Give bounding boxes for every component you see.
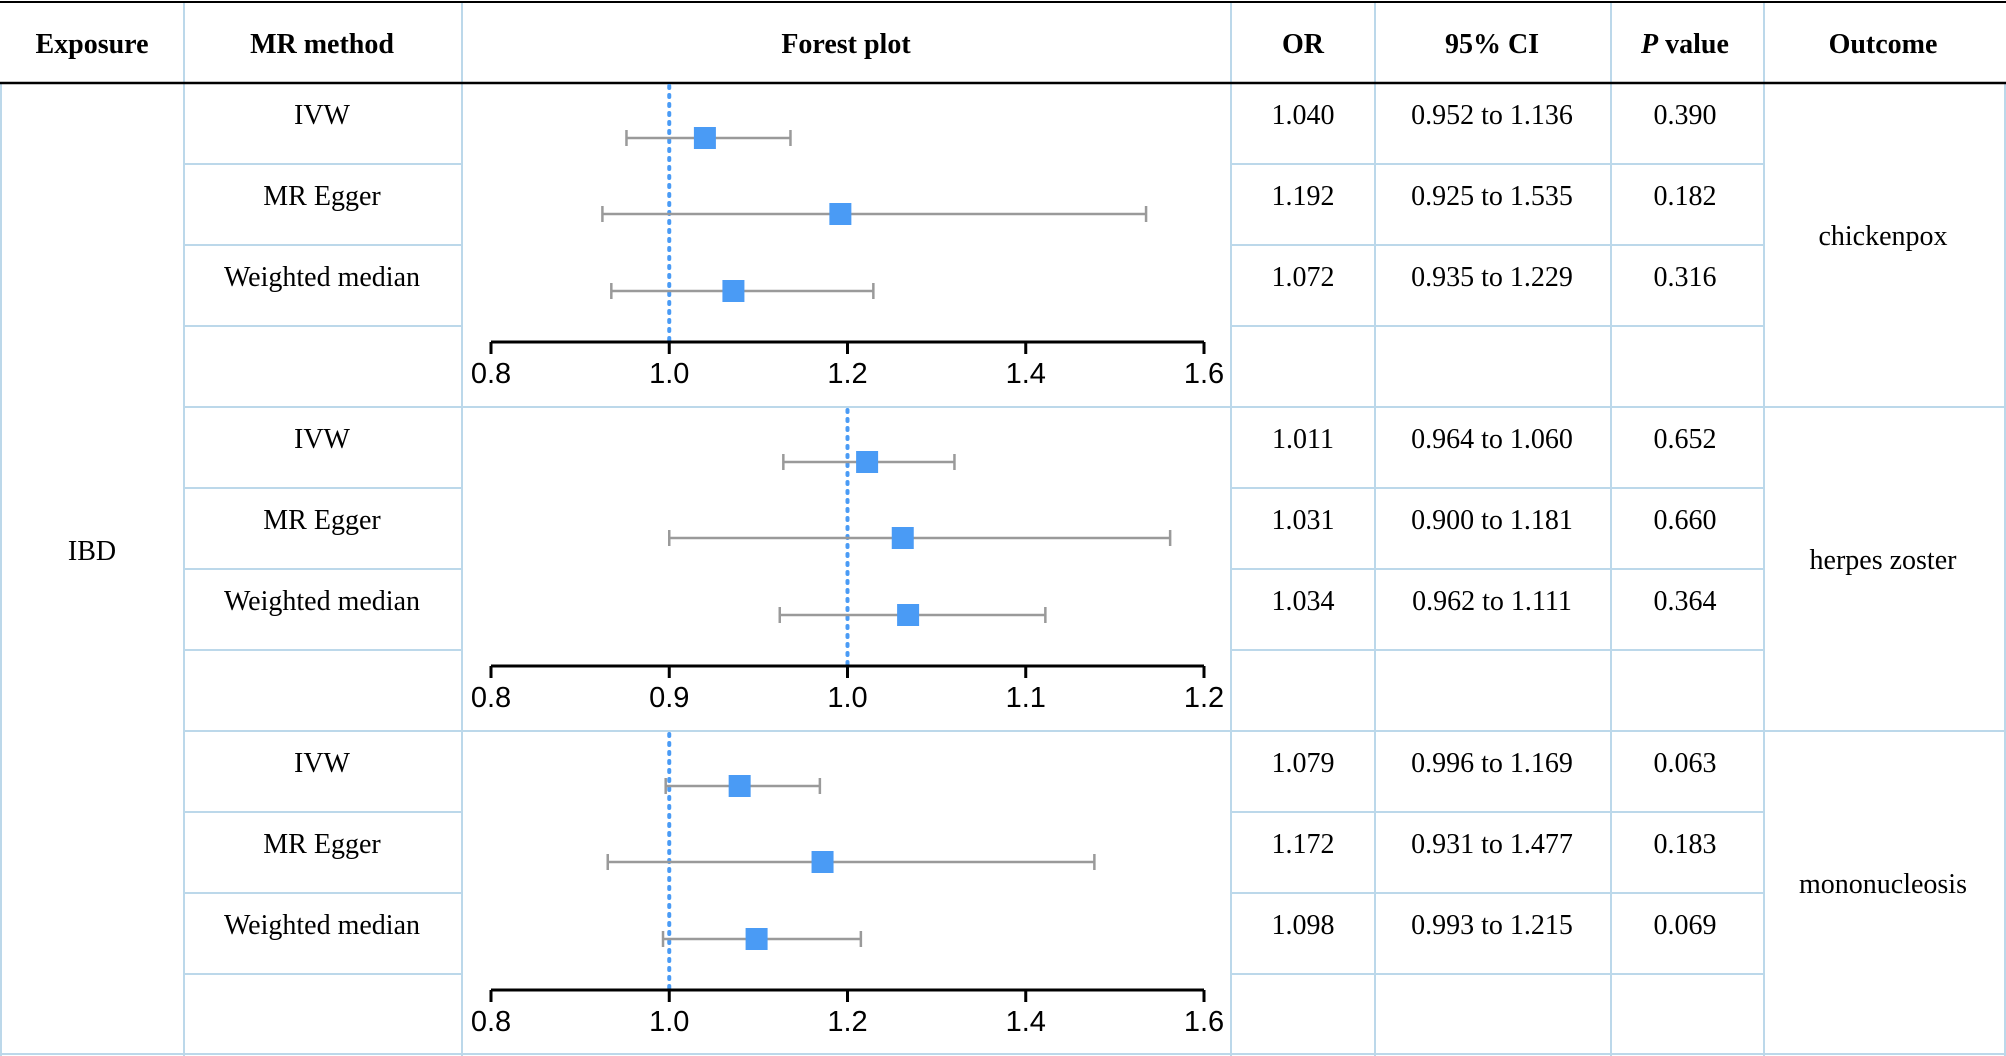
header-ci: 95% CI: [1445, 29, 1539, 60]
forest-panel: 0.8 1.0 1.2 1.4 1.6: [471, 84, 1224, 390]
forest-plots: 0.8 1.0 1.2 1.4 1.6 0.8 0.9 1.0 1.1 1.2 0.8 1.0 1.2 1…: [471, 84, 1224, 1038]
ci-cell: 0.962 to 1.111: [1412, 586, 1572, 617]
header-p-letter: P: [1640, 29, 1659, 60]
p-value-cell: 0.390: [1654, 100, 1717, 131]
or-cell: 1.172: [1272, 829, 1335, 860]
or-cell: 1.098: [1272, 910, 1335, 941]
forest-panel: 0.8 1.0 1.2 1.4 1.6: [471, 732, 1224, 1038]
header-or: OR: [1282, 29, 1325, 60]
method-cell: IVW: [294, 100, 351, 131]
method-cell: IVW: [294, 748, 351, 779]
header-exposure: Exposure: [35, 29, 148, 60]
x-tick-label: 0.8: [471, 682, 511, 714]
x-tick-label: 1.2: [827, 1006, 867, 1038]
method-cell: MR Egger: [263, 181, 381, 212]
or-cell: 1.031: [1272, 505, 1335, 536]
x-tick-label: 1.4: [1006, 358, 1046, 390]
outcome-cell: herpes zoster: [1810, 545, 1958, 576]
x-tick-label: 1.6: [1184, 358, 1224, 390]
or-marker: [728, 775, 751, 797]
x-tick-label: 1.0: [649, 358, 689, 390]
or-cell: 1.192: [1272, 181, 1335, 212]
p-value-cell: 0.069: [1654, 910, 1717, 941]
ci-cell: 0.925 to 1.535: [1411, 181, 1573, 212]
p-value-cell: 0.063: [1654, 748, 1717, 779]
exposure-label: IBD: [68, 536, 116, 567]
ci-cell: 0.952 to 1.136: [1411, 100, 1573, 131]
ci-cell: 0.935 to 1.229: [1411, 262, 1573, 293]
p-value-cell: 0.182: [1654, 181, 1717, 212]
method-cell: IVW: [294, 424, 351, 455]
or-cell: 1.079: [1272, 748, 1335, 779]
ci-cell: 0.964 to 1.060: [1411, 424, 1573, 455]
ci-cell: 0.993 to 1.215: [1411, 910, 1573, 941]
p-value-cell: 0.364: [1654, 586, 1717, 617]
method-cell: MR Egger: [263, 829, 381, 860]
or-marker: [856, 451, 879, 473]
p-value-cell: 0.652: [1654, 424, 1717, 455]
or-cell: 1.072: [1272, 262, 1335, 293]
x-tick-label: 1.2: [1184, 682, 1224, 714]
x-tick-label: 0.9: [649, 682, 689, 714]
method-cell: Weighted median: [224, 586, 420, 617]
header-forest-plot: Forest plot: [781, 29, 911, 60]
or-marker: [897, 604, 920, 626]
outcome-cell: mononucleosis: [1799, 869, 1967, 900]
or-marker: [829, 203, 852, 225]
ci-cell: 0.996 to 1.169: [1411, 748, 1573, 779]
method-cell: MR Egger: [263, 505, 381, 536]
method-cell: Weighted median: [224, 262, 420, 293]
x-tick-label: 0.8: [471, 358, 511, 390]
p-value-cell: 0.660: [1654, 505, 1717, 536]
header-outcome: Outcome: [1829, 29, 1938, 60]
or-cell: 1.040: [1272, 100, 1335, 131]
p-value-cell: 0.316: [1654, 262, 1717, 293]
ci-cell: 0.900 to 1.181: [1411, 505, 1573, 536]
header-mr-method: MR method: [250, 29, 394, 60]
or-cell: 1.011: [1272, 424, 1334, 455]
x-tick-label: 1.1: [1006, 682, 1046, 714]
or-marker: [722, 280, 745, 302]
table-body: IVW 1.040 0.952 to 1.136 0.390 MR Egger 1.192…: [224, 100, 1967, 941]
or-marker: [693, 127, 716, 149]
header-row: Exposure MR method Forest plot OR 95% CI…: [35, 29, 1937, 60]
forest-panel: 0.8 0.9 1.0 1.1 1.2: [471, 408, 1224, 714]
x-tick-label: 1.0: [649, 1006, 689, 1038]
p-value-cell: 0.183: [1654, 829, 1717, 860]
header-p-value: P value: [1640, 29, 1729, 60]
outcome-cell: chickenpox: [1818, 221, 1947, 252]
or-cell: 1.034: [1272, 586, 1335, 617]
method-cell: Weighted median: [224, 910, 420, 941]
or-marker: [891, 527, 914, 549]
x-tick-label: 1.2: [827, 358, 867, 390]
x-tick-label: 1.0: [827, 682, 867, 714]
header-p-suffix: value: [1658, 29, 1729, 60]
x-tick-label: 0.8: [471, 1006, 511, 1038]
x-tick-label: 1.6: [1184, 1006, 1224, 1038]
or-marker: [745, 928, 768, 950]
or-marker: [811, 851, 834, 873]
x-tick-label: 1.4: [1006, 1006, 1046, 1038]
ci-cell: 0.931 to 1.477: [1411, 829, 1573, 860]
